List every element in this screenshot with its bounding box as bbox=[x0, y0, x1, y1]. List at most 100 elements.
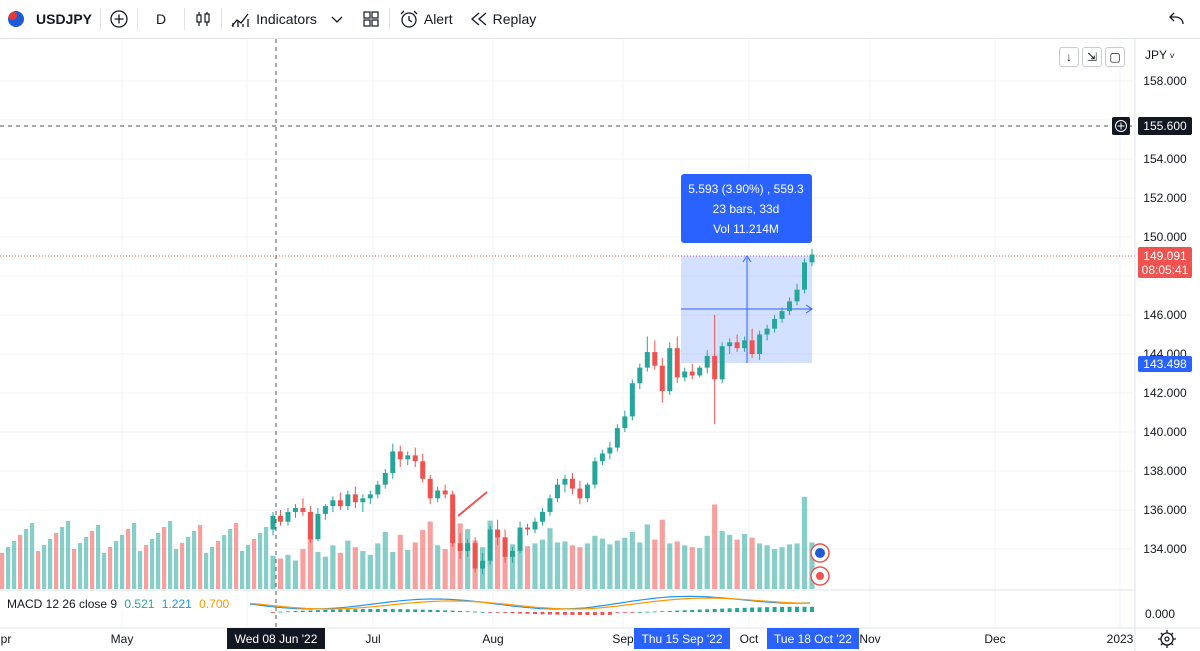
candle-body bbox=[412, 455, 418, 462]
candle-body bbox=[577, 488, 583, 499]
volume-bar bbox=[120, 535, 125, 589]
volume-bar bbox=[132, 523, 137, 589]
candle-body bbox=[719, 346, 725, 380]
macd-histogram-bar bbox=[787, 606, 792, 612]
currency-selector[interactable]: JPY ˅ bbox=[1145, 48, 1175, 62]
chevron-down-icon: ˅ bbox=[1167, 51, 1175, 61]
undo-button[interactable] bbox=[1160, 0, 1200, 38]
volume-bar bbox=[644, 524, 650, 589]
macd-histogram-bar bbox=[480, 611, 485, 613]
macd-histogram-bar bbox=[540, 612, 545, 615]
volume-bar bbox=[174, 549, 179, 589]
candle-body bbox=[525, 527, 531, 530]
volume-bar bbox=[24, 529, 29, 589]
top-toolbar: USDJPY D Indicators Alert Replay bbox=[0, 0, 1200, 39]
volume-bar bbox=[734, 539, 740, 589]
candle-body bbox=[360, 498, 366, 503]
candle-body bbox=[614, 428, 620, 448]
time-tick-label: Nov bbox=[859, 632, 880, 646]
macd-histogram-bar bbox=[293, 611, 298, 612]
svg-text:Thu 15 Sep '22: Thu 15 Sep '22 bbox=[641, 632, 722, 646]
candle-body bbox=[510, 550, 516, 557]
candle-body bbox=[674, 348, 680, 378]
volume-bar bbox=[435, 545, 441, 589]
candle-body bbox=[375, 484, 381, 495]
macd-histogram-bar bbox=[682, 610, 687, 612]
macd-histogram-bar bbox=[562, 612, 567, 615]
volume-bar bbox=[427, 521, 433, 589]
indicators-icon bbox=[231, 13, 249, 27]
plus-circle-icon bbox=[110, 10, 128, 28]
candle-body bbox=[457, 543, 463, 551]
svg-text:08:05:41: 08:05:41 bbox=[1142, 263, 1189, 277]
macd-histogram-bar bbox=[727, 608, 732, 612]
drawn-trend-line[interactable] bbox=[457, 491, 488, 517]
gear-icon[interactable] bbox=[1158, 630, 1176, 648]
volume-bar bbox=[258, 533, 263, 589]
macd-line bbox=[249, 595, 811, 610]
volume-bar bbox=[689, 547, 695, 589]
grid-icon bbox=[363, 11, 379, 27]
maximize-button[interactable]: ▢ bbox=[1105, 47, 1125, 67]
candle-body bbox=[277, 515, 283, 522]
undo-arrow-icon bbox=[1169, 12, 1184, 25]
candle-body bbox=[465, 543, 471, 551]
svg-text:Tue 18 Oct '22: Tue 18 Oct '22 bbox=[774, 632, 852, 646]
collapse-button[interactable]: ⇲ bbox=[1082, 47, 1102, 67]
symbol-search[interactable]: USDJPY bbox=[0, 0, 100, 38]
volume-bar bbox=[36, 551, 41, 589]
price-axis[interactable]: 158.000154.000152.000150.000146.000144.0… bbox=[1143, 74, 1187, 556]
volume-bar bbox=[382, 532, 388, 589]
range-low-label: 143.498 bbox=[1138, 356, 1192, 372]
time-tick-label: Dec bbox=[984, 632, 1005, 646]
volume-bar bbox=[30, 523, 35, 589]
volume-bar bbox=[539, 539, 546, 589]
compare-button[interactable] bbox=[101, 0, 137, 38]
macd-histogram-bar bbox=[271, 612, 275, 613]
price-chart[interactable]: 158.000154.000152.000150.000146.000144.0… bbox=[0, 39, 1200, 651]
toolbar-divider bbox=[137, 8, 139, 30]
indicators-button[interactable]: Indicators bbox=[222, 0, 353, 38]
macd-histogram-bar bbox=[757, 607, 762, 612]
crosshair-price-label: 155.600 bbox=[1112, 117, 1192, 135]
toolbar-divider bbox=[221, 8, 223, 30]
svg-text:155.600: 155.600 bbox=[1143, 119, 1187, 133]
toolbar-divider bbox=[184, 8, 186, 30]
time-tick-label: May bbox=[111, 632, 134, 646]
range-start-date-label: Thu 15 Sep '22 bbox=[634, 628, 730, 649]
volume-bar bbox=[234, 523, 239, 589]
scroll-down-button[interactable]: ↓ bbox=[1059, 47, 1079, 67]
volume-bar bbox=[390, 551, 396, 589]
candle-body bbox=[749, 340, 755, 354]
volume-bar bbox=[322, 556, 329, 589]
replay-button[interactable]: Replay bbox=[461, 0, 545, 38]
candle-body bbox=[502, 537, 508, 557]
candle-body bbox=[742, 340, 748, 349]
volume-bar bbox=[6, 547, 11, 589]
measure-bars: 23 bars, 33d bbox=[713, 202, 780, 216]
volume-bar bbox=[502, 538, 508, 589]
chart-type-button[interactable] bbox=[185, 0, 221, 38]
layouts-button[interactable] bbox=[353, 0, 389, 38]
macd-histogram-bar bbox=[802, 606, 807, 612]
candle-body bbox=[495, 529, 501, 538]
macd-histogram-bar bbox=[533, 612, 538, 615]
toolbar-divider bbox=[388, 8, 390, 30]
economic-events-icon[interactable] bbox=[810, 543, 830, 586]
candlesticks bbox=[270, 248, 815, 575]
candle-body bbox=[697, 367, 703, 376]
candle-body bbox=[667, 348, 673, 392]
macd-histogram-bar bbox=[488, 612, 493, 613]
macd-legend[interactable]: MACD 12 26 close 9 0.521 1.221 0.700 bbox=[5, 597, 232, 611]
interval-button[interactable]: D bbox=[138, 0, 184, 38]
volume-bar bbox=[652, 539, 658, 589]
interval-label: D bbox=[156, 11, 167, 27]
arrow-down-icon: ↓ bbox=[1066, 50, 1072, 64]
candle-body bbox=[307, 511, 313, 540]
alert-button[interactable]: Alert bbox=[390, 0, 461, 38]
candle-body bbox=[644, 352, 650, 368]
chart-area[interactable]: 158.000 154.000 152.000 150.000 146.000 144.0… bbox=[0, 39, 1200, 651]
maximize-icon: ▢ bbox=[1109, 50, 1121, 64]
measure-arrowhead-right bbox=[805, 304, 813, 314]
time-axis[interactable]: pr May Jul Aug Sep Oct Nov Dec 2023 bbox=[1, 632, 1134, 646]
